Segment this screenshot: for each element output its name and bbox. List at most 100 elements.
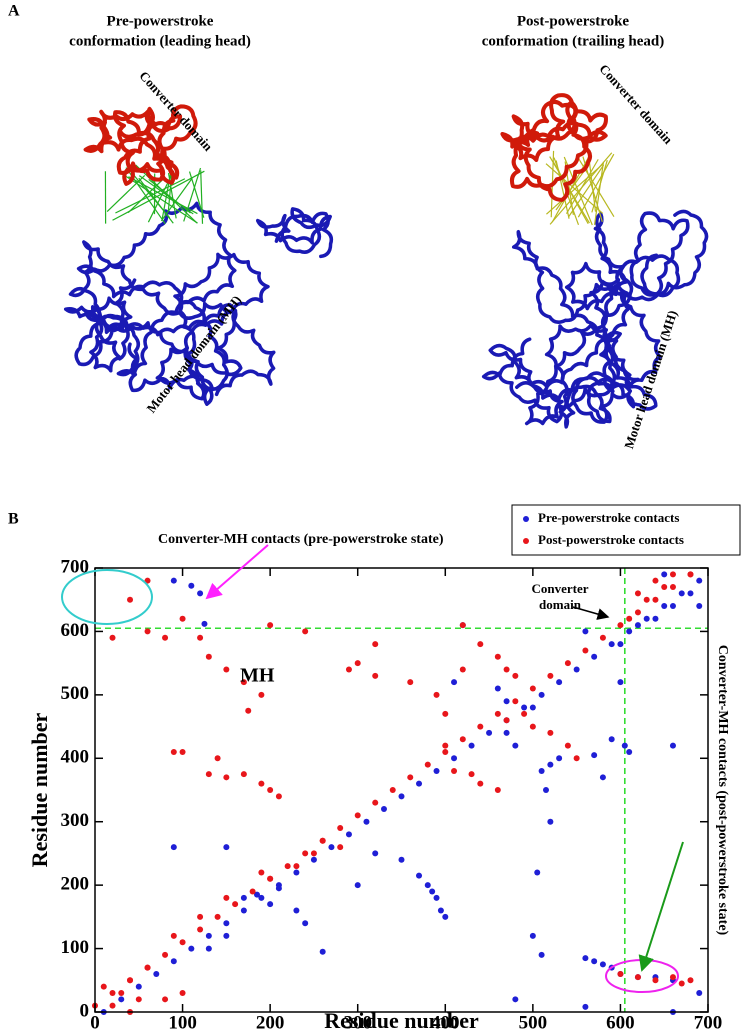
- contact-point: [617, 641, 624, 648]
- arrow: [572, 606, 610, 620]
- contact-point: [258, 691, 265, 698]
- contact-line: [147, 170, 175, 223]
- contact-point: [337, 844, 344, 851]
- contact-point: [687, 571, 694, 578]
- annotation: Converter-MH contacts (post-powerstroke …: [715, 645, 730, 936]
- contact-point: [652, 596, 659, 603]
- annotation: Converter: [531, 581, 588, 596]
- contact-point: [302, 850, 309, 857]
- contact-point: [293, 863, 300, 870]
- contact-point: [223, 666, 230, 673]
- contact-point: [534, 869, 541, 876]
- contact-point: [468, 771, 475, 778]
- panel-label: B: [8, 511, 19, 528]
- backbone: [74, 278, 243, 392]
- contact-point: [424, 761, 431, 768]
- contact-point: [240, 894, 247, 901]
- contact-point: [258, 780, 265, 787]
- contact-point: [433, 894, 440, 901]
- contact-point: [538, 691, 545, 698]
- structure-title: conformation (leading head): [69, 33, 251, 49]
- contact-point: [442, 913, 449, 920]
- contact-point: [407, 774, 414, 781]
- contact-line: [591, 160, 608, 213]
- contact-point: [345, 831, 352, 838]
- contact-point: [275, 793, 282, 800]
- contact-point: [634, 590, 641, 597]
- contact-point: [429, 888, 436, 895]
- highlight-ellipse: [61, 569, 153, 625]
- highlight-ellipse: [605, 959, 679, 993]
- contact-point: [617, 679, 624, 686]
- contact-point: [223, 774, 230, 781]
- contact-point: [591, 752, 598, 759]
- contact-line: [138, 177, 174, 224]
- protein-structures: [63, 93, 709, 429]
- backbone: [481, 323, 622, 426]
- contact-line: [138, 175, 194, 215]
- contact-point: [293, 869, 300, 876]
- contact-point: [197, 913, 204, 920]
- contact-point: [162, 634, 169, 641]
- contact-point: [573, 755, 580, 762]
- contact-line: [200, 170, 204, 224]
- contact-point: [468, 742, 475, 749]
- contact-point: [437, 907, 444, 914]
- contact-point: [179, 748, 186, 755]
- contact-point: [267, 901, 274, 908]
- contact-point: [197, 634, 204, 641]
- contact-point: [547, 729, 554, 736]
- contact-point: [372, 672, 379, 679]
- contact-point: [626, 615, 633, 622]
- x-tick-label: 300: [343, 1012, 372, 1032]
- contact-point: [153, 970, 160, 977]
- contact-point: [372, 641, 379, 648]
- contact-point: [599, 634, 606, 641]
- contact-point: [634, 609, 641, 616]
- domain-label: Converter domain: [596, 61, 676, 147]
- x-tick-label: 0: [90, 1012, 100, 1032]
- contact-line: [112, 170, 205, 221]
- contact-point: [608, 736, 615, 743]
- contact-point: [197, 590, 204, 597]
- contact-point: [503, 729, 510, 736]
- legend-marker: [523, 538, 529, 544]
- contact-point: [310, 856, 317, 863]
- contact-point: [477, 641, 484, 648]
- contact-point: [275, 885, 282, 892]
- contact-point: [433, 691, 440, 698]
- contact-point: [678, 590, 685, 597]
- contact-point: [424, 882, 431, 889]
- x-tick-label: 400: [431, 1012, 460, 1032]
- contact-point: [512, 698, 519, 705]
- contact-point: [669, 603, 676, 610]
- backbone: [255, 207, 334, 259]
- contact-point: [512, 742, 519, 749]
- contact-point: [240, 907, 247, 914]
- contact-point: [162, 996, 169, 1003]
- contact-point: [477, 780, 484, 787]
- structure-title: Post-powerstroke: [517, 13, 630, 29]
- backbone: [500, 93, 608, 202]
- contact-point: [127, 977, 134, 984]
- contact-point: [319, 948, 326, 955]
- contact-point: [486, 729, 493, 736]
- contact-point: [127, 596, 134, 603]
- contact-point: [652, 615, 659, 622]
- contact-point: [223, 920, 230, 927]
- contact-point: [451, 679, 458, 686]
- contact-point: [201, 620, 208, 627]
- contact-point: [267, 622, 274, 629]
- contact-point: [328, 844, 335, 851]
- contact-point: [643, 596, 650, 603]
- y-tick-label: 500: [61, 683, 90, 704]
- contact-point: [538, 951, 545, 958]
- contact-point: [503, 717, 510, 724]
- contact-point: [459, 736, 466, 743]
- y-tick-label: 700: [61, 556, 90, 577]
- contact-point: [542, 787, 549, 793]
- contact-point: [459, 666, 466, 673]
- contact-point: [652, 577, 659, 584]
- contact-point: [477, 723, 484, 730]
- contact-line: [549, 156, 590, 224]
